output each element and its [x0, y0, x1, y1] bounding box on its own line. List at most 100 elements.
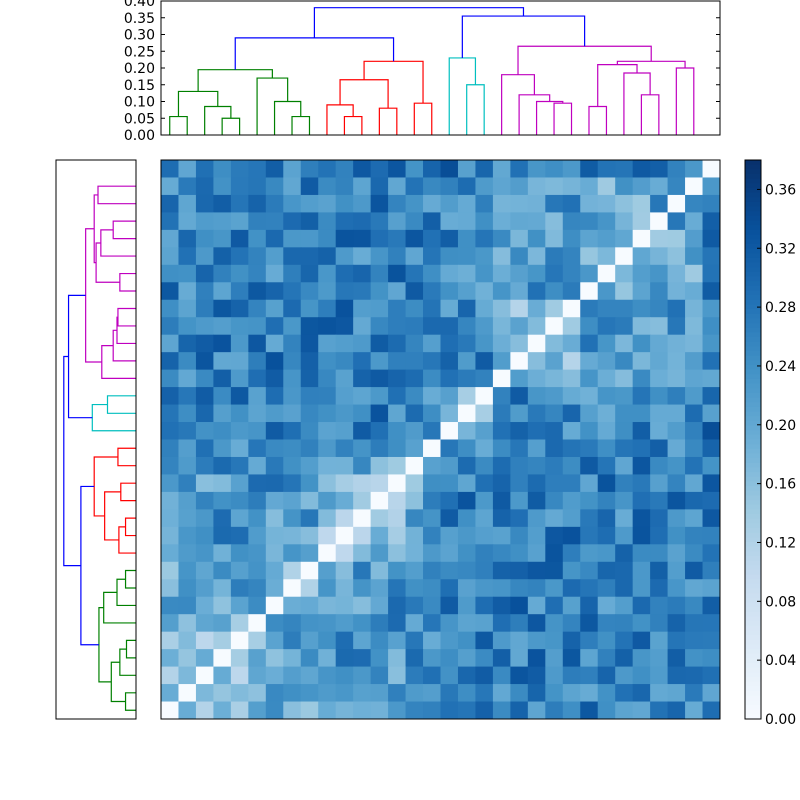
colorbar-segment: [745, 644, 761, 650]
heatmap-cell: [178, 160, 197, 178]
colorbar-segment: [745, 350, 761, 357]
heatmap-cell: [195, 404, 214, 423]
heatmap-cell: [405, 317, 424, 336]
left-dendrogram: [55, 159, 137, 720]
heatmap-cell: [405, 491, 424, 510]
colorbar-segment: [745, 276, 761, 282]
heatmap-cell: [353, 369, 372, 388]
heatmap-cell: [353, 631, 372, 650]
heatmap-cell: [562, 212, 581, 231]
heatmap-cell: [457, 439, 476, 458]
heatmap-cell: [283, 474, 302, 493]
heatmap-cell: [562, 614, 581, 633]
left-dendrogram-link: [91, 403, 136, 432]
heatmap-cell: [405, 684, 424, 703]
heatmap-cell: [597, 404, 616, 423]
heatmap-cell: [248, 649, 267, 668]
left-dendrogram-link: [100, 229, 136, 257]
heatmap-cell: [685, 369, 704, 388]
heatmap-cell: [353, 509, 372, 528]
heatmap-cell: [685, 422, 704, 440]
heatmap-cell: [632, 229, 651, 248]
heatmap-cell: [335, 509, 354, 528]
heatmap-cell: [615, 666, 634, 685]
heatmap-cell: [178, 456, 197, 475]
heatmap-cell: [283, 526, 302, 545]
heatmap-cell: [510, 596, 529, 615]
heatmap-cell: [335, 474, 354, 493]
heatmap-cell: [283, 509, 302, 528]
heatmap-cell: [685, 404, 704, 423]
heatmap-cell: [632, 579, 651, 598]
heatmap-cell: [632, 160, 651, 178]
heatmap-cell: [457, 456, 476, 475]
heatmap-cell: [300, 526, 319, 545]
heatmap-cell: [388, 369, 407, 388]
heatmap-cell: [475, 352, 494, 371]
heatmap-cell: [597, 631, 616, 650]
heatmap-cell: [265, 404, 284, 423]
heatmap-cell: [388, 456, 407, 475]
heatmap-cell: [632, 299, 651, 318]
heatmap-cell: [527, 160, 546, 178]
heatmap-cell: [423, 614, 441, 633]
heatmap-cell: [300, 596, 319, 615]
heatmap-cell: [300, 491, 319, 510]
heatmap-cell: [213, 334, 232, 353]
heatmap-cell: [632, 544, 651, 563]
heatmap-cell: [527, 404, 546, 423]
heatmap-cell: [440, 474, 459, 493]
colorbar-tick-label: 0.32: [765, 241, 796, 257]
heatmap-cell: [597, 229, 616, 248]
heatmap-cell: [161, 264, 179, 283]
heatmap-cell: [562, 264, 581, 283]
heatmap-cell: [283, 229, 302, 248]
heatmap-cell: [318, 666, 337, 685]
heatmap-cell: [492, 212, 511, 231]
heatmap-cell: [370, 422, 389, 440]
heatmap-cell: [632, 491, 651, 510]
heatmap-cell: [230, 264, 249, 283]
colorbar-segment: [745, 607, 761, 613]
heatmap-cell: [475, 404, 494, 423]
heatmap-cell: [178, 264, 197, 283]
colorbar-segment: [745, 262, 761, 268]
heatmap-cell: [475, 579, 494, 598]
heatmap-cell: [388, 561, 407, 580]
heatmap-cell: [213, 387, 232, 406]
heatmap-cell: [615, 439, 634, 458]
heatmap-cell: [597, 526, 616, 545]
heatmap-cell: [370, 491, 389, 510]
top-dendrogram-ytick-label: 0.25: [124, 44, 155, 60]
heatmap-cell: [545, 544, 564, 563]
heatmap-cell: [230, 666, 249, 685]
heatmap-cell: [265, 422, 284, 440]
heatmap-cell: [265, 701, 284, 720]
heatmap-cell: [545, 229, 564, 248]
heatmap-cell: [283, 177, 302, 196]
heatmap-cell: [213, 631, 232, 650]
heatmap-cell: [667, 282, 686, 301]
heatmap-cell: [370, 299, 389, 318]
heatmap-cell: [353, 474, 372, 493]
heatmap-cell: [702, 404, 721, 423]
left-dendrogram-link: [117, 307, 136, 327]
heatmap-cell: [300, 456, 319, 475]
left-dendrogram-link: [103, 591, 136, 624]
heatmap-cell: [195, 579, 214, 598]
heatmap-cell: [405, 264, 424, 283]
colorbar-tick-label: 0.36: [765, 182, 796, 198]
colorbar-segment: [745, 691, 761, 697]
heatmap-cell: [300, 561, 319, 580]
heatmap-cell: [702, 701, 721, 720]
heatmap-cell: [562, 596, 581, 615]
heatmap-cell: [667, 229, 686, 248]
heatmap-cell: [405, 334, 424, 353]
heatmap-cell: [265, 526, 284, 545]
colorbar-segment: [745, 453, 761, 459]
heatmap-cell: [545, 649, 564, 668]
heatmap-cell: [580, 194, 599, 213]
heatmap-cell: [388, 282, 407, 301]
heatmap-cell: [353, 456, 372, 475]
heatmap-cell: [545, 247, 564, 266]
